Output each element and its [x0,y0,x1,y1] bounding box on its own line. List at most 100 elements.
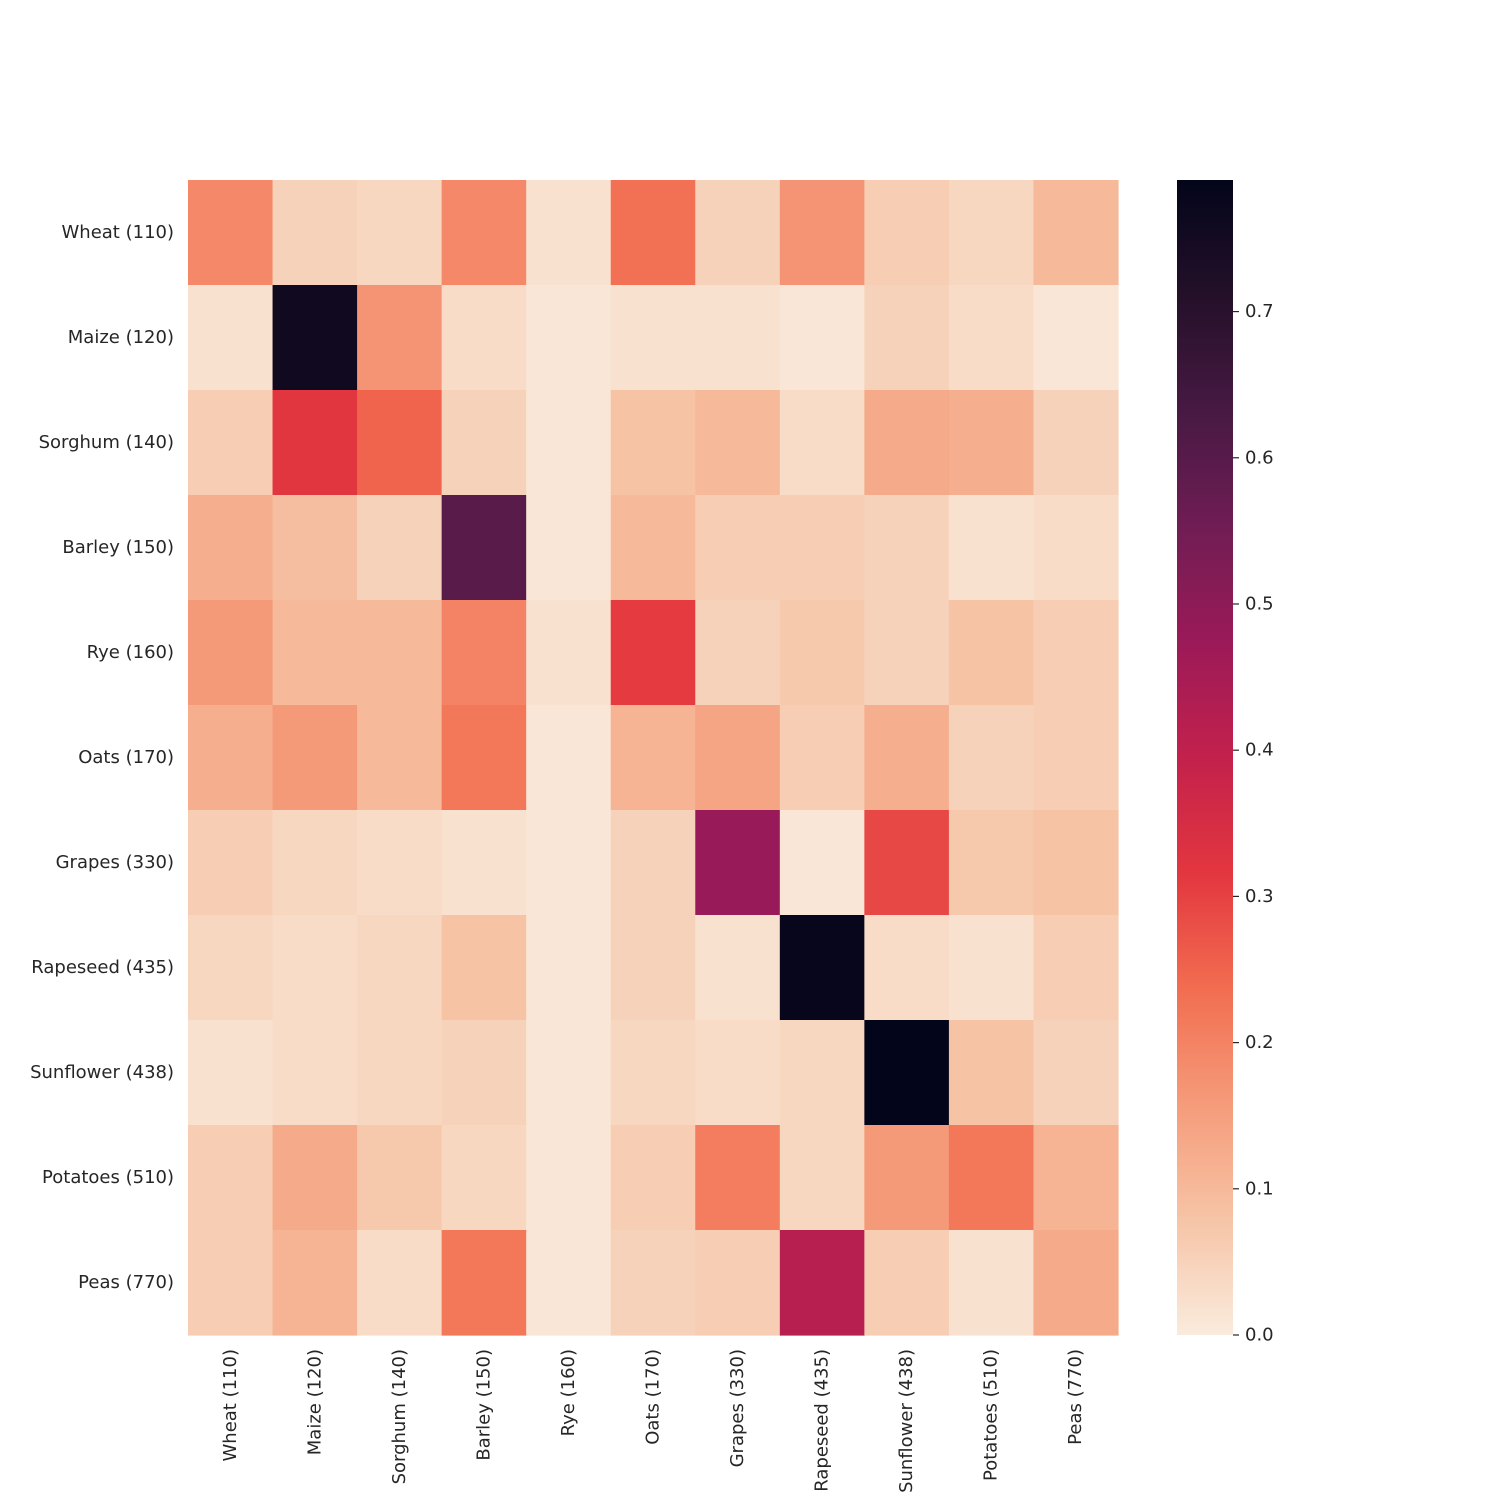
colorbar-tick-label: 0.4 [1245,740,1274,761]
heatmap-cell [1033,915,1119,1021]
heatmap-cell [610,600,696,706]
heatmap-cell [610,180,696,286]
heatmap-cell [695,705,781,811]
heatmap-cell [864,495,950,601]
heatmap-cell [526,1230,612,1336]
heatmap-cell [188,390,274,496]
heatmap-cell [864,915,950,1021]
row-label: Rapeseed (435) [31,957,174,978]
heatmap-cell [188,495,274,601]
heatmap-cell [272,1125,358,1231]
heatmap-cell [441,390,527,496]
heatmap-cell [948,600,1035,706]
heatmap-cell [695,915,781,1021]
heatmap-cell [864,390,950,496]
colorbar-tick-label: 0.0 [1245,1325,1274,1346]
heatmap-cell [779,285,865,391]
heatmap-cell [948,495,1035,601]
heatmap-cell [1033,180,1119,286]
heatmap-cell [864,705,950,811]
row-label: Sorghum (140) [39,432,174,453]
heatmap-cell [695,1125,781,1231]
heatmap-cell [357,390,443,496]
heatmap-cell [779,1125,865,1231]
heatmap-cell [441,810,527,916]
heatmap-cell [272,810,358,916]
heatmap-cell [526,285,612,391]
heatmap-cell [441,600,527,706]
heatmap-cell [864,285,950,391]
heatmap-cell [1033,600,1119,706]
column-label: Oats (170) [643,1349,664,1445]
heatmap-cell [779,1230,865,1336]
heatmap-cell [1033,495,1119,601]
heatmap-cell [357,705,443,811]
heatmap-cell [526,705,612,811]
heatmap-cell [695,1020,781,1126]
heatmap-cell [779,705,865,811]
heatmap-cell [441,495,527,601]
column-label: Sorghum (140) [389,1349,410,1484]
heatmap-cell [779,495,865,601]
heatmap-cell [441,705,527,811]
heatmap-cell [357,600,443,706]
heatmap-cell [272,705,358,811]
colorbar-tick-label: 0.7 [1245,301,1274,322]
heatmap-cell [864,1020,950,1126]
heatmap-cell [188,285,274,391]
heatmap-cell [1033,810,1119,916]
heatmap-cell [441,285,527,391]
row-label: Peas (770) [78,1272,174,1293]
column-label: Sunflower (438) [896,1349,917,1493]
heatmap-cell [610,285,696,391]
heatmap-cell [948,705,1035,811]
heatmap-cell [610,915,696,1021]
heatmap-cell [610,705,696,811]
heatmap-cell [779,810,865,916]
colorbar-tick-label: 0.3 [1245,886,1274,907]
heatmap-cell [610,1020,696,1126]
column-label: Peas (770) [1065,1349,1086,1445]
heatmap-cell [526,810,612,916]
heatmap-cell [695,810,781,916]
heatmap-cell [441,1230,527,1336]
heatmap-cell [526,1020,612,1126]
heatmap-cell [1033,1125,1119,1231]
heatmap-cell [864,600,950,706]
heatmap-cell [526,1125,612,1231]
heatmap-cell [1033,705,1119,811]
heatmap-cell [864,180,950,286]
row-label: Sunflower (438) [30,1062,174,1083]
heatmap-cell [441,915,527,1021]
row-label: Barley (150) [62,537,174,558]
heatmap-cell [272,180,358,286]
row-label: Wheat (110) [62,222,175,243]
heatmap-cell [526,915,612,1021]
heatmap-cell [272,1020,358,1126]
column-label: Potatoes (510) [981,1349,1002,1481]
heatmap-cell [864,810,950,916]
heatmap-cell [779,1020,865,1126]
column-label: Wheat (110) [220,1349,241,1462]
heatmap-cell [357,1230,443,1336]
heatmap-cell [695,180,781,286]
heatmap-cell [441,1125,527,1231]
heatmap-cell [948,1020,1035,1126]
heatmap-cell [272,495,358,601]
heatmap-cell [441,180,527,286]
heatmap-cell [188,180,274,286]
row-labels: Wheat (110) Maize (120) Sorghum (140) Barle… [30,222,174,1293]
colorbar: 0.0 0.1 0.2 0.3 0.4 0.5 0.6 0.7 [1177,180,1274,1346]
heatmap-cell [779,180,865,286]
heatmap-cell [948,285,1035,391]
heatmap-cell [272,600,358,706]
heatmap-cell [188,1230,274,1336]
heatmap-cell [948,1125,1035,1231]
heatmap-cell [948,390,1035,496]
heatmap-cell [948,915,1035,1021]
heatmap-cell [695,1230,781,1336]
heatmap-cell [357,1020,443,1126]
heatmap-cell [188,915,274,1021]
row-label: Maize (120) [68,327,174,348]
heatmap-cell [610,390,696,496]
